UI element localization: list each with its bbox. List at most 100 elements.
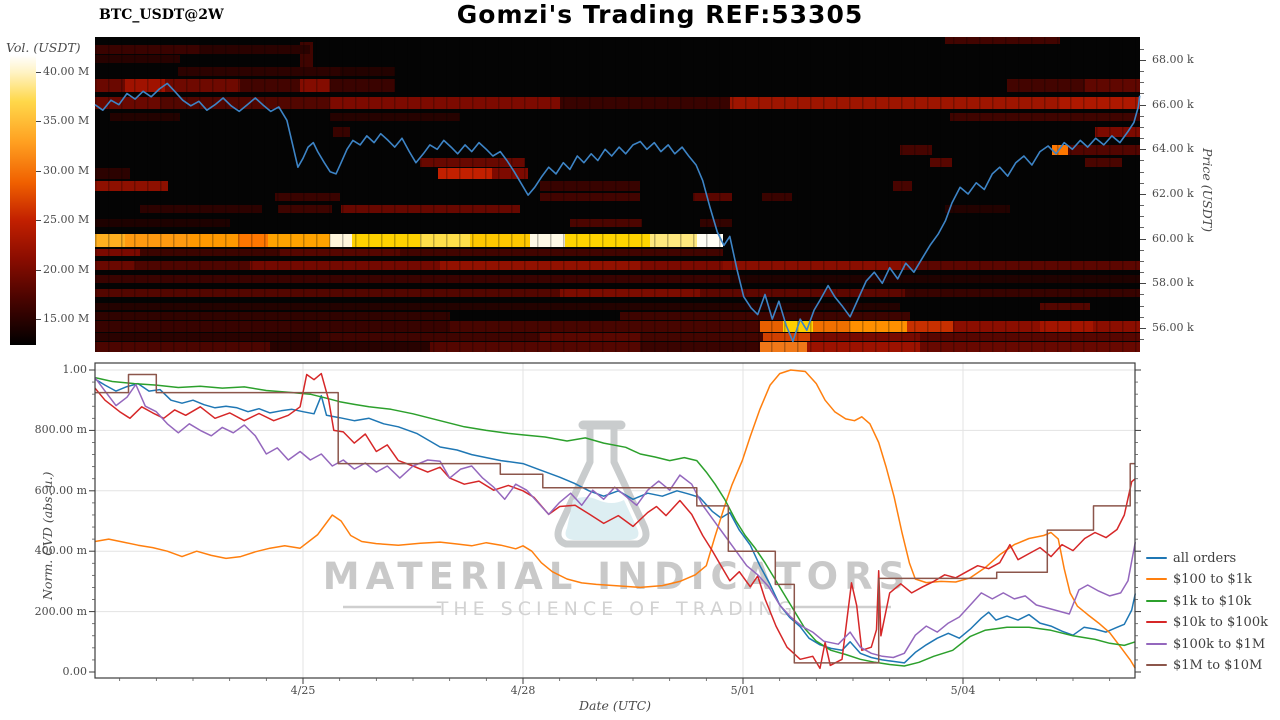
liquidity-band	[95, 55, 180, 63]
price-tick	[1140, 193, 1146, 195]
colorbar-tick-label: 20.00 M	[43, 262, 90, 276]
price-tick-label: 56.00 k	[1152, 320, 1194, 334]
price-minor-tick	[1140, 227, 1144, 229]
date-tick-label: 4/28	[510, 684, 536, 697]
price-minor-tick	[1140, 126, 1144, 128]
price-minor-tick	[1140, 82, 1144, 84]
price-minor-tick	[1140, 316, 1144, 318]
liquidity-band	[340, 67, 395, 76]
volume-heatmap-plot	[95, 37, 1140, 352]
legend-item--1m-to-10m: $1M to $10M	[1146, 657, 1262, 673]
series-line--1k-to-10k	[94, 376, 1136, 667]
colorbar-tick	[36, 170, 41, 172]
cvd-tick-label: 800.00 m	[34, 423, 87, 437]
legend-item--10k-to-100k: $10k to $100k	[1146, 614, 1268, 630]
price-minor-tick	[1140, 205, 1144, 207]
legend-swatch	[1146, 577, 1167, 581]
price-minor-tick	[1140, 93, 1144, 95]
legend-swatch	[1146, 599, 1167, 603]
price-axis-title: Price (USDT)	[1200, 148, 1215, 232]
liquidity-band	[640, 342, 760, 352]
cvd-tick-label: 0.00	[62, 665, 88, 678]
price-minor-tick	[1140, 260, 1144, 262]
colorbar-tick	[36, 269, 41, 271]
liquidity-band	[270, 342, 430, 352]
legend-item--100-to-1k: $100 to $1k	[1146, 571, 1252, 587]
liquidity-band	[95, 342, 270, 352]
liquidity-band	[430, 342, 640, 352]
legend-label: $1M to $10M	[1173, 657, 1263, 673]
series-line--10k-to-100k	[94, 372, 1136, 670]
legend-label: $100 to $1k	[1173, 571, 1252, 587]
legend-swatch	[1146, 556, 1167, 560]
watermark-title: MATERIAL INDICATORS	[323, 555, 911, 598]
heatmap-cell-texture	[95, 37, 1140, 352]
date-axis-title: Date (UTC)	[578, 698, 652, 713]
bottom-gridlines	[95, 363, 1135, 678]
symbol-label: BTC_USDT@2W	[99, 7, 224, 23]
price-tick	[1140, 327, 1146, 329]
colorbar-tick-label: 35.00 M	[43, 114, 90, 128]
colorbar-tick	[36, 319, 41, 320]
legend-label: all orders	[1173, 550, 1237, 566]
legend-item-all-orders: all orders	[1146, 550, 1236, 566]
cvd-axis-title: Norm. CVD (abs. u.)	[40, 471, 55, 600]
legend-swatch	[1146, 620, 1167, 624]
legend-swatch	[1146, 663, 1167, 667]
price-minor-tick	[1140, 305, 1144, 307]
price-minor-tick	[1140, 272, 1144, 274]
legend-label: $10k to $100k	[1173, 614, 1268, 630]
cvd-tick-label: 1.00	[62, 363, 88, 376]
liquidity-band	[178, 67, 340, 76]
colorbar-tick	[36, 121, 41, 123]
date-tick-label: 4/25	[290, 684, 316, 697]
date-tick-label: 5/01	[730, 684, 756, 697]
bottom-plot-frame	[94, 362, 1136, 679]
price-tick	[1140, 238, 1146, 240]
colorbar-tick-label: 40.00 M	[43, 65, 90, 78]
liquidity-band	[200, 45, 310, 54]
colorbar-tick	[36, 72, 41, 73]
flask-liquid	[565, 497, 639, 540]
legend-label: $100k to $1M	[1173, 636, 1266, 652]
watermark-subtitle: THE SCIENCE OF TRADING	[436, 598, 798, 620]
price-minor-tick	[1140, 48, 1144, 50]
price-tick-label: 66.00 k	[1152, 97, 1194, 111]
price-tick-label: 64.00 k	[1152, 142, 1194, 156]
cvd-tick-label: 200.00 m	[34, 604, 87, 618]
price-minor-tick	[1140, 171, 1144, 173]
price-minor-tick	[1140, 249, 1144, 251]
liquidity-band	[945, 37, 1060, 44]
price-minor-tick	[1140, 182, 1144, 184]
price-minor-tick	[1140, 71, 1144, 73]
legend-item--1k-to-10k: $1k to $10k	[1146, 593, 1251, 609]
cvd-tick-label: 600.00 m	[34, 483, 87, 497]
legend-swatch	[1146, 642, 1167, 646]
cvd-tick-label: 400.00 m	[34, 544, 87, 558]
liquidity-band	[760, 342, 807, 352]
colorbar-tick-label: 25.00 M	[43, 213, 90, 227]
price-tick	[1140, 60, 1146, 61]
volume-colorbar	[10, 55, 36, 345]
price-tick	[1140, 283, 1146, 285]
price-minor-tick	[1140, 138, 1144, 140]
price-tick-label: 62.00 k	[1152, 186, 1194, 200]
price-minor-tick	[1140, 294, 1144, 296]
series-line--100-to-1k	[94, 369, 1136, 669]
liquidity-band	[920, 342, 1140, 352]
price-tick	[1140, 104, 1146, 106]
series-line--1m-to-10m	[95, 373, 1136, 664]
series-line-all-orders	[94, 378, 1137, 664]
chart-title: Gomzi's Trading REF:53305	[456, 0, 864, 29]
flask-icon	[554, 426, 650, 548]
colorbar-tick	[36, 220, 41, 222]
price-tick-label: 68.00 k	[1152, 53, 1194, 66]
price-minor-tick	[1140, 339, 1144, 341]
liquidity-band	[807, 342, 920, 352]
price-tick-label: 58.00 k	[1152, 276, 1194, 290]
date-tick-label: 5/04	[950, 684, 976, 697]
colorbar-tick-label: 30.00 M	[43, 163, 90, 177]
colorbar-tick-label: 15.00 M	[43, 312, 90, 325]
